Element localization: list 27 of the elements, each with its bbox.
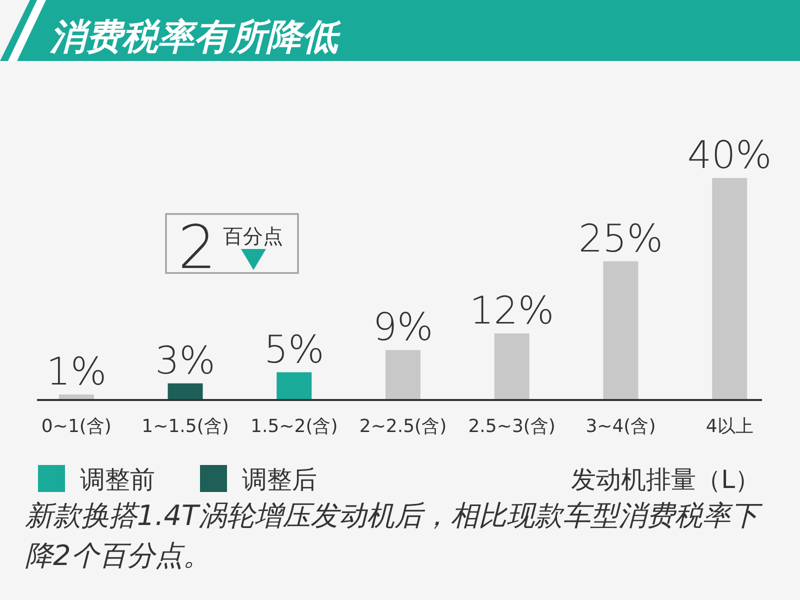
text: 新款换搭1.4T涡轮增压发动机后，相比现款车型消费税率下降2个百分点。 — [25, 498, 764, 574]
chart-title: 消费税率有所降低 — [49, 17, 341, 58]
x-tick-label: 2~2.5(含) — [359, 416, 447, 437]
data-label: 25% — [578, 216, 663, 260]
data-label: 3% — [155, 338, 216, 382]
data-label: 1% — [46, 349, 107, 394]
bar — [494, 333, 530, 400]
bar — [168, 383, 203, 400]
bar — [603, 261, 638, 400]
bar — [712, 178, 748, 400]
x-axis-title: 发动机排量（L） — [571, 465, 760, 494]
legend-label: 调整前 — [80, 465, 155, 494]
annotation: 2 — [178, 213, 216, 283]
x-tick-label: 4以上 — [706, 416, 754, 437]
x-tick-label: 3~4(含) — [586, 416, 656, 437]
x-tick-label: 1.5~2(含) — [250, 416, 338, 437]
x-tick-label: 0~1(含) — [41, 416, 112, 437]
data-label: 9% — [372, 305, 434, 350]
data-label: 40% — [687, 133, 772, 177]
x-tick-label: 2.5~3(含) — [468, 416, 556, 437]
bar — [276, 372, 312, 400]
x-tick-label: 1~1.5(含) — [142, 416, 229, 437]
legend-label: 调整后 — [242, 465, 317, 494]
annotation: 百分点 — [223, 224, 283, 248]
data-label: 12% — [470, 288, 554, 332]
data-label: 5% — [264, 327, 324, 372]
bar — [386, 350, 420, 400]
